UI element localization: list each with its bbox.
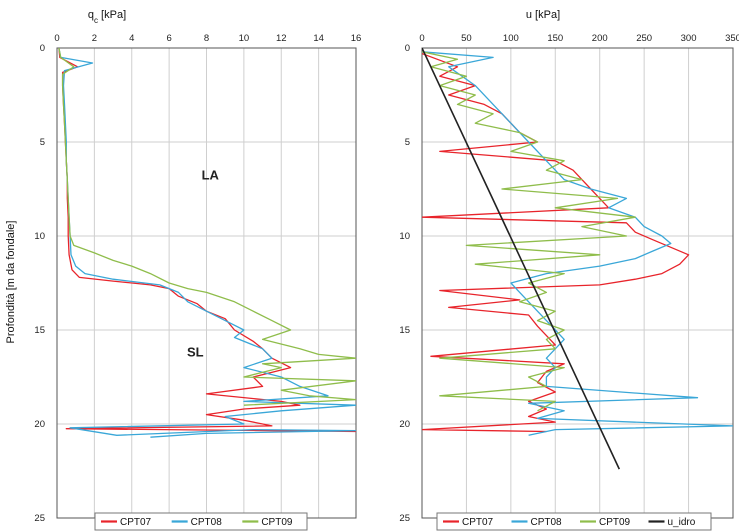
legend-entry: CPT08	[531, 517, 563, 528]
title-main: q	[88, 9, 94, 21]
plot-frame	[421, 47, 734, 519]
x-tick-label: 16	[351, 33, 362, 44]
title-unit: [kPa]	[532, 9, 560, 21]
y-tick-label: 25	[34, 513, 45, 524]
series-line-cpt09	[58, 48, 356, 406]
x-tick-label: 0	[419, 33, 424, 44]
legend-entry: CPT09	[599, 517, 631, 528]
x-tick-label: 150	[547, 33, 563, 44]
x-tick-label: 4	[129, 33, 134, 44]
series-line-cpt08	[58, 48, 356, 438]
legend-entry: CPT09	[261, 517, 293, 528]
x-tick-label: 14	[313, 33, 324, 44]
series-line-cpt08	[422, 51, 733, 436]
y-tick-label: 10	[399, 231, 410, 242]
y-tick-label: 25	[399, 513, 410, 524]
y-tick-label: 15	[399, 325, 410, 336]
y-tick-label: 20	[34, 419, 45, 430]
y-tick-label: 0	[405, 43, 410, 54]
x-tick-label: 12	[276, 33, 287, 44]
title-unit: [kPa]	[98, 9, 126, 21]
panel-qc: qc [kPa] 0 2 4 6 8 10 12 14 16 0 5 10 15 20 25 LA SL CPT0…	[34, 9, 362, 531]
x-tick-label: 10	[239, 33, 250, 44]
x-tick-label: 100	[503, 33, 519, 44]
legend-box	[436, 512, 712, 531]
y-tick-label: 10	[34, 231, 45, 242]
x-tick-label: 0	[54, 33, 59, 44]
series-line-u_idro	[422, 48, 621, 470]
x-tick-label: 300	[681, 33, 697, 44]
title-subscript: c	[94, 16, 98, 25]
zone-label-la: LA	[202, 168, 220, 183]
y-tick-label: 5	[40, 137, 45, 148]
chart-title: u [kPa]	[526, 9, 560, 21]
legend-entry: CPT07	[120, 517, 152, 528]
panel-u: u [kPa] 0 50 100 150 200 250 300 350 0 5 10 15 20 25 C…	[399, 9, 739, 531]
title-main: u	[526, 9, 532, 21]
chart-title: qc [kPa]	[88, 9, 126, 25]
legend-entry: CPT07	[462, 517, 494, 528]
x-tick-label: 200	[592, 33, 608, 44]
legend-entry: u_idro	[668, 517, 696, 528]
legend-entry: CPT08	[191, 517, 223, 528]
y-tick-label: 20	[399, 419, 410, 430]
y-tick-label: 5	[405, 137, 410, 148]
zone-label-sl: SL	[187, 344, 204, 359]
y-tick-label: 15	[34, 325, 45, 336]
y-axis-label: Profondità [m da fondale]	[5, 221, 17, 344]
x-tick-label: 50	[461, 33, 472, 44]
x-tick-label: 6	[166, 33, 171, 44]
x-tick-label: 250	[636, 33, 652, 44]
y-tick-label: 0	[40, 43, 45, 54]
x-tick-label: 350	[725, 33, 739, 44]
x-tick-label: 8	[204, 33, 209, 44]
series-line-cpt09	[422, 51, 636, 412]
x-tick-label: 2	[92, 33, 97, 44]
series-line-cpt07	[58, 48, 356, 433]
legend-box	[94, 512, 308, 531]
